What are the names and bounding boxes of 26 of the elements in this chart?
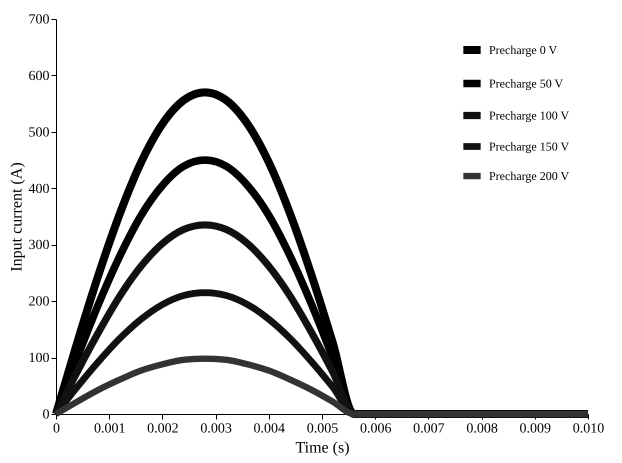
y-axis-title: Input current (A)	[8, 162, 26, 272]
x-tick-label: 0.003	[200, 422, 232, 436]
legend-label: Precharge 50 V	[489, 76, 564, 90]
y-tick-label: 700	[28, 12, 50, 28]
x-tick-label: 0.001	[94, 422, 126, 436]
x-tick-label: 0.006	[360, 422, 392, 436]
x-tick-label: 0	[53, 422, 60, 436]
y-tick-label: 500	[28, 125, 50, 140]
x-tick-label: 0.002	[147, 422, 179, 436]
y-tick-label: 200	[28, 294, 50, 310]
y-tick-label: 400	[28, 182, 50, 197]
legend-label: Precharge 100 V	[489, 108, 570, 122]
y-tick-label: 600	[28, 68, 50, 84]
legend-label: Precharge 150 V	[489, 140, 570, 154]
y-tick-label: 300	[28, 238, 50, 254]
x-tick-label: 0.010	[572, 422, 604, 436]
x-tick-label: 0.004	[254, 422, 286, 436]
legend-label: Precharge 0 V	[489, 43, 558, 57]
x-tick-label: 0.007	[413, 422, 445, 436]
x-tick-label: 0.009	[520, 422, 552, 436]
legend-label: Precharge 200 V	[489, 169, 570, 183]
y-tick-label: 0	[42, 408, 50, 422]
x-tick-label: 0.008	[466, 422, 498, 436]
x-tick-label: 0.005	[306, 422, 338, 436]
y-tick-label: 100	[28, 351, 50, 366]
x-axis-title: Time (s)	[295, 440, 350, 456]
